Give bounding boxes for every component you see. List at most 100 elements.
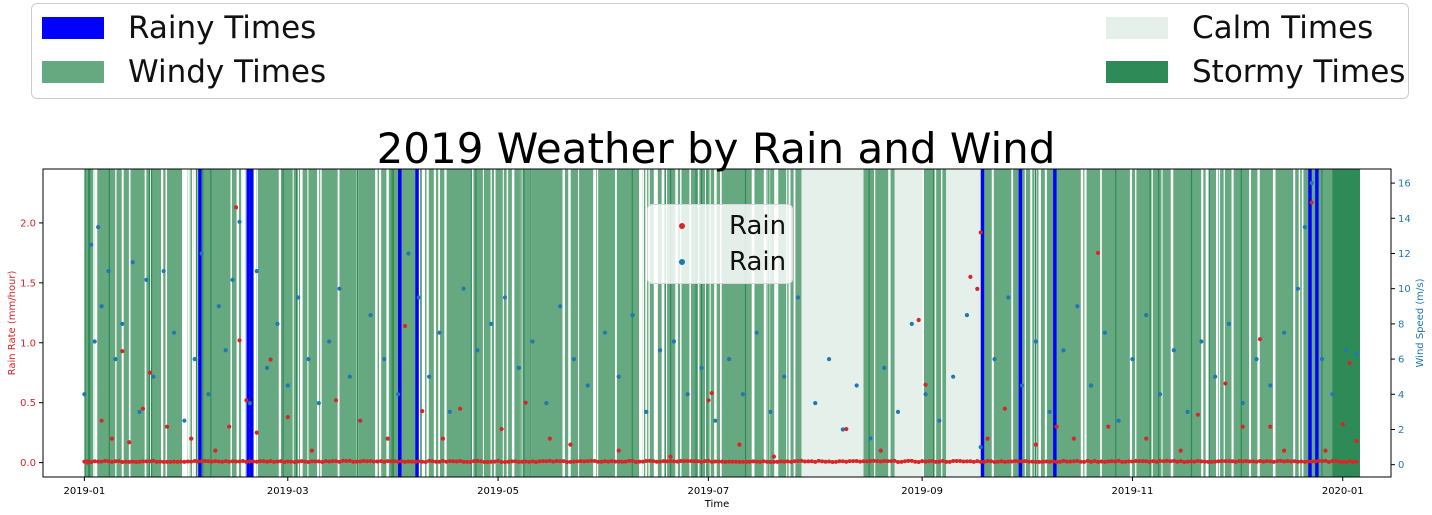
rain-baseline-point: [513, 459, 518, 464]
rain-baseline-point: [592, 458, 597, 463]
rain-baseline-point: [758, 459, 763, 464]
windy-gap: [645, 169, 648, 477]
rain-point: [99, 418, 104, 423]
rain-baseline-point: [468, 460, 473, 465]
y-tick-label: 0.5: [20, 398, 36, 409]
rain-baseline-point: [861, 459, 866, 464]
windy-gap: [521, 169, 523, 477]
rain-baseline-point: [613, 459, 618, 464]
rain-baseline-point: [1344, 460, 1349, 465]
rain-baseline-point: [189, 459, 194, 464]
rain-baseline-point: [768, 459, 773, 464]
rain-baseline-point: [1213, 459, 1218, 464]
rain-baseline-point: [237, 459, 242, 464]
wind-point: [840, 427, 845, 432]
rain-baseline-point: [1082, 459, 1087, 464]
windy-gap: [307, 169, 309, 477]
windy-gap: [614, 169, 617, 477]
rain-baseline-point: [137, 459, 142, 464]
rain-baseline-point: [1251, 459, 1256, 464]
wind-point: [978, 444, 983, 450]
rain-baseline-point: [1285, 459, 1290, 464]
rain-baseline-point: [1337, 459, 1342, 464]
rain-point: [244, 398, 249, 403]
wind-point: [237, 219, 242, 224]
rain-baseline-point: [844, 459, 849, 464]
rain-point: [923, 382, 928, 387]
windy-gap: [941, 169, 943, 477]
wind-point: [171, 330, 177, 335]
windy-gap: [786, 169, 788, 477]
wind-point: [923, 392, 928, 397]
rain-baseline-point: [451, 459, 456, 464]
legend-calm: Calm Times: [1106, 8, 1373, 48]
rain-baseline-point: [551, 459, 556, 464]
rain-baseline-point: [271, 459, 276, 464]
rain-baseline-point: [627, 458, 632, 463]
windy-gap: [653, 169, 657, 477]
windy-gap: [386, 169, 389, 477]
rain-baseline-point: [875, 459, 880, 464]
rain-baseline-point: [1133, 459, 1138, 464]
rain-baseline-point: [1295, 459, 1300, 464]
rain-baseline-point: [320, 459, 325, 464]
rain-point: [1033, 442, 1039, 447]
rain-baseline-point: [606, 459, 611, 464]
wind-point: [813, 400, 818, 406]
rain-baseline-point: [961, 459, 966, 464]
windy-gap: [719, 169, 722, 477]
wind-point: [644, 409, 649, 414]
rain-baseline-point: [864, 459, 869, 464]
rain-baseline-point: [727, 459, 732, 464]
rain-baseline-point: [196, 459, 201, 464]
windy-gap: [568, 169, 571, 477]
windy-gap: [1257, 169, 1260, 477]
windy-gap: [191, 169, 194, 477]
rain-baseline-point: [1289, 459, 1294, 464]
rain-baseline-point: [1240, 459, 1245, 464]
rain-baseline-point: [103, 458, 108, 463]
rain-baseline-point: [909, 458, 914, 463]
rain-baseline-point: [389, 459, 394, 464]
rain-baseline-point: [178, 459, 183, 464]
wind-point: [1075, 304, 1080, 309]
rain-baseline-point: [633, 460, 638, 465]
rain-baseline-point: [1089, 459, 1094, 464]
wind-point: [1268, 383, 1273, 388]
windy-gap: [774, 169, 777, 477]
rain-baseline-point: [644, 459, 649, 464]
rain-baseline-point: [175, 459, 180, 464]
rain-baseline-point: [306, 459, 311, 464]
rain-baseline-point: [982, 459, 987, 464]
windy-gap: [1231, 169, 1234, 477]
wind-point: [1199, 339, 1204, 344]
wind-point: [868, 436, 873, 441]
x-tick-label: 2019-09: [901, 486, 943, 497]
windy-gap: [752, 169, 755, 477]
rain-baseline-point: [854, 458, 859, 463]
rain-baseline-point: [1233, 459, 1238, 464]
rain-baseline-point: [947, 459, 952, 464]
wind-point: [327, 339, 332, 344]
wind-point: [1240, 400, 1245, 406]
rain-baseline-point: [1333, 458, 1338, 463]
rain-baseline-point: [995, 459, 1000, 464]
windy-gap: [482, 169, 484, 477]
windy-gap: [292, 169, 294, 477]
rain-baseline-point: [244, 459, 249, 464]
rain-point: [285, 414, 290, 420]
legend-stormy-swatch: [1106, 61, 1168, 83]
rain-baseline-point: [340, 458, 345, 463]
y2-axis-label: Wind Speed (m/s): [1415, 278, 1426, 367]
rain-baseline-point: [516, 459, 521, 464]
rain-baseline-point: [1147, 459, 1152, 464]
rain-baseline-point: [1158, 458, 1163, 463]
windy-gap: [423, 169, 426, 477]
rain-baseline-point: [399, 459, 404, 464]
rain-baseline-point: [378, 459, 383, 464]
rain-baseline-point: [730, 459, 735, 464]
wind-point: [630, 312, 635, 318]
rain-baseline-point: [837, 459, 842, 464]
rain-baseline-point: [640, 459, 645, 464]
rain-baseline-point: [706, 458, 711, 463]
